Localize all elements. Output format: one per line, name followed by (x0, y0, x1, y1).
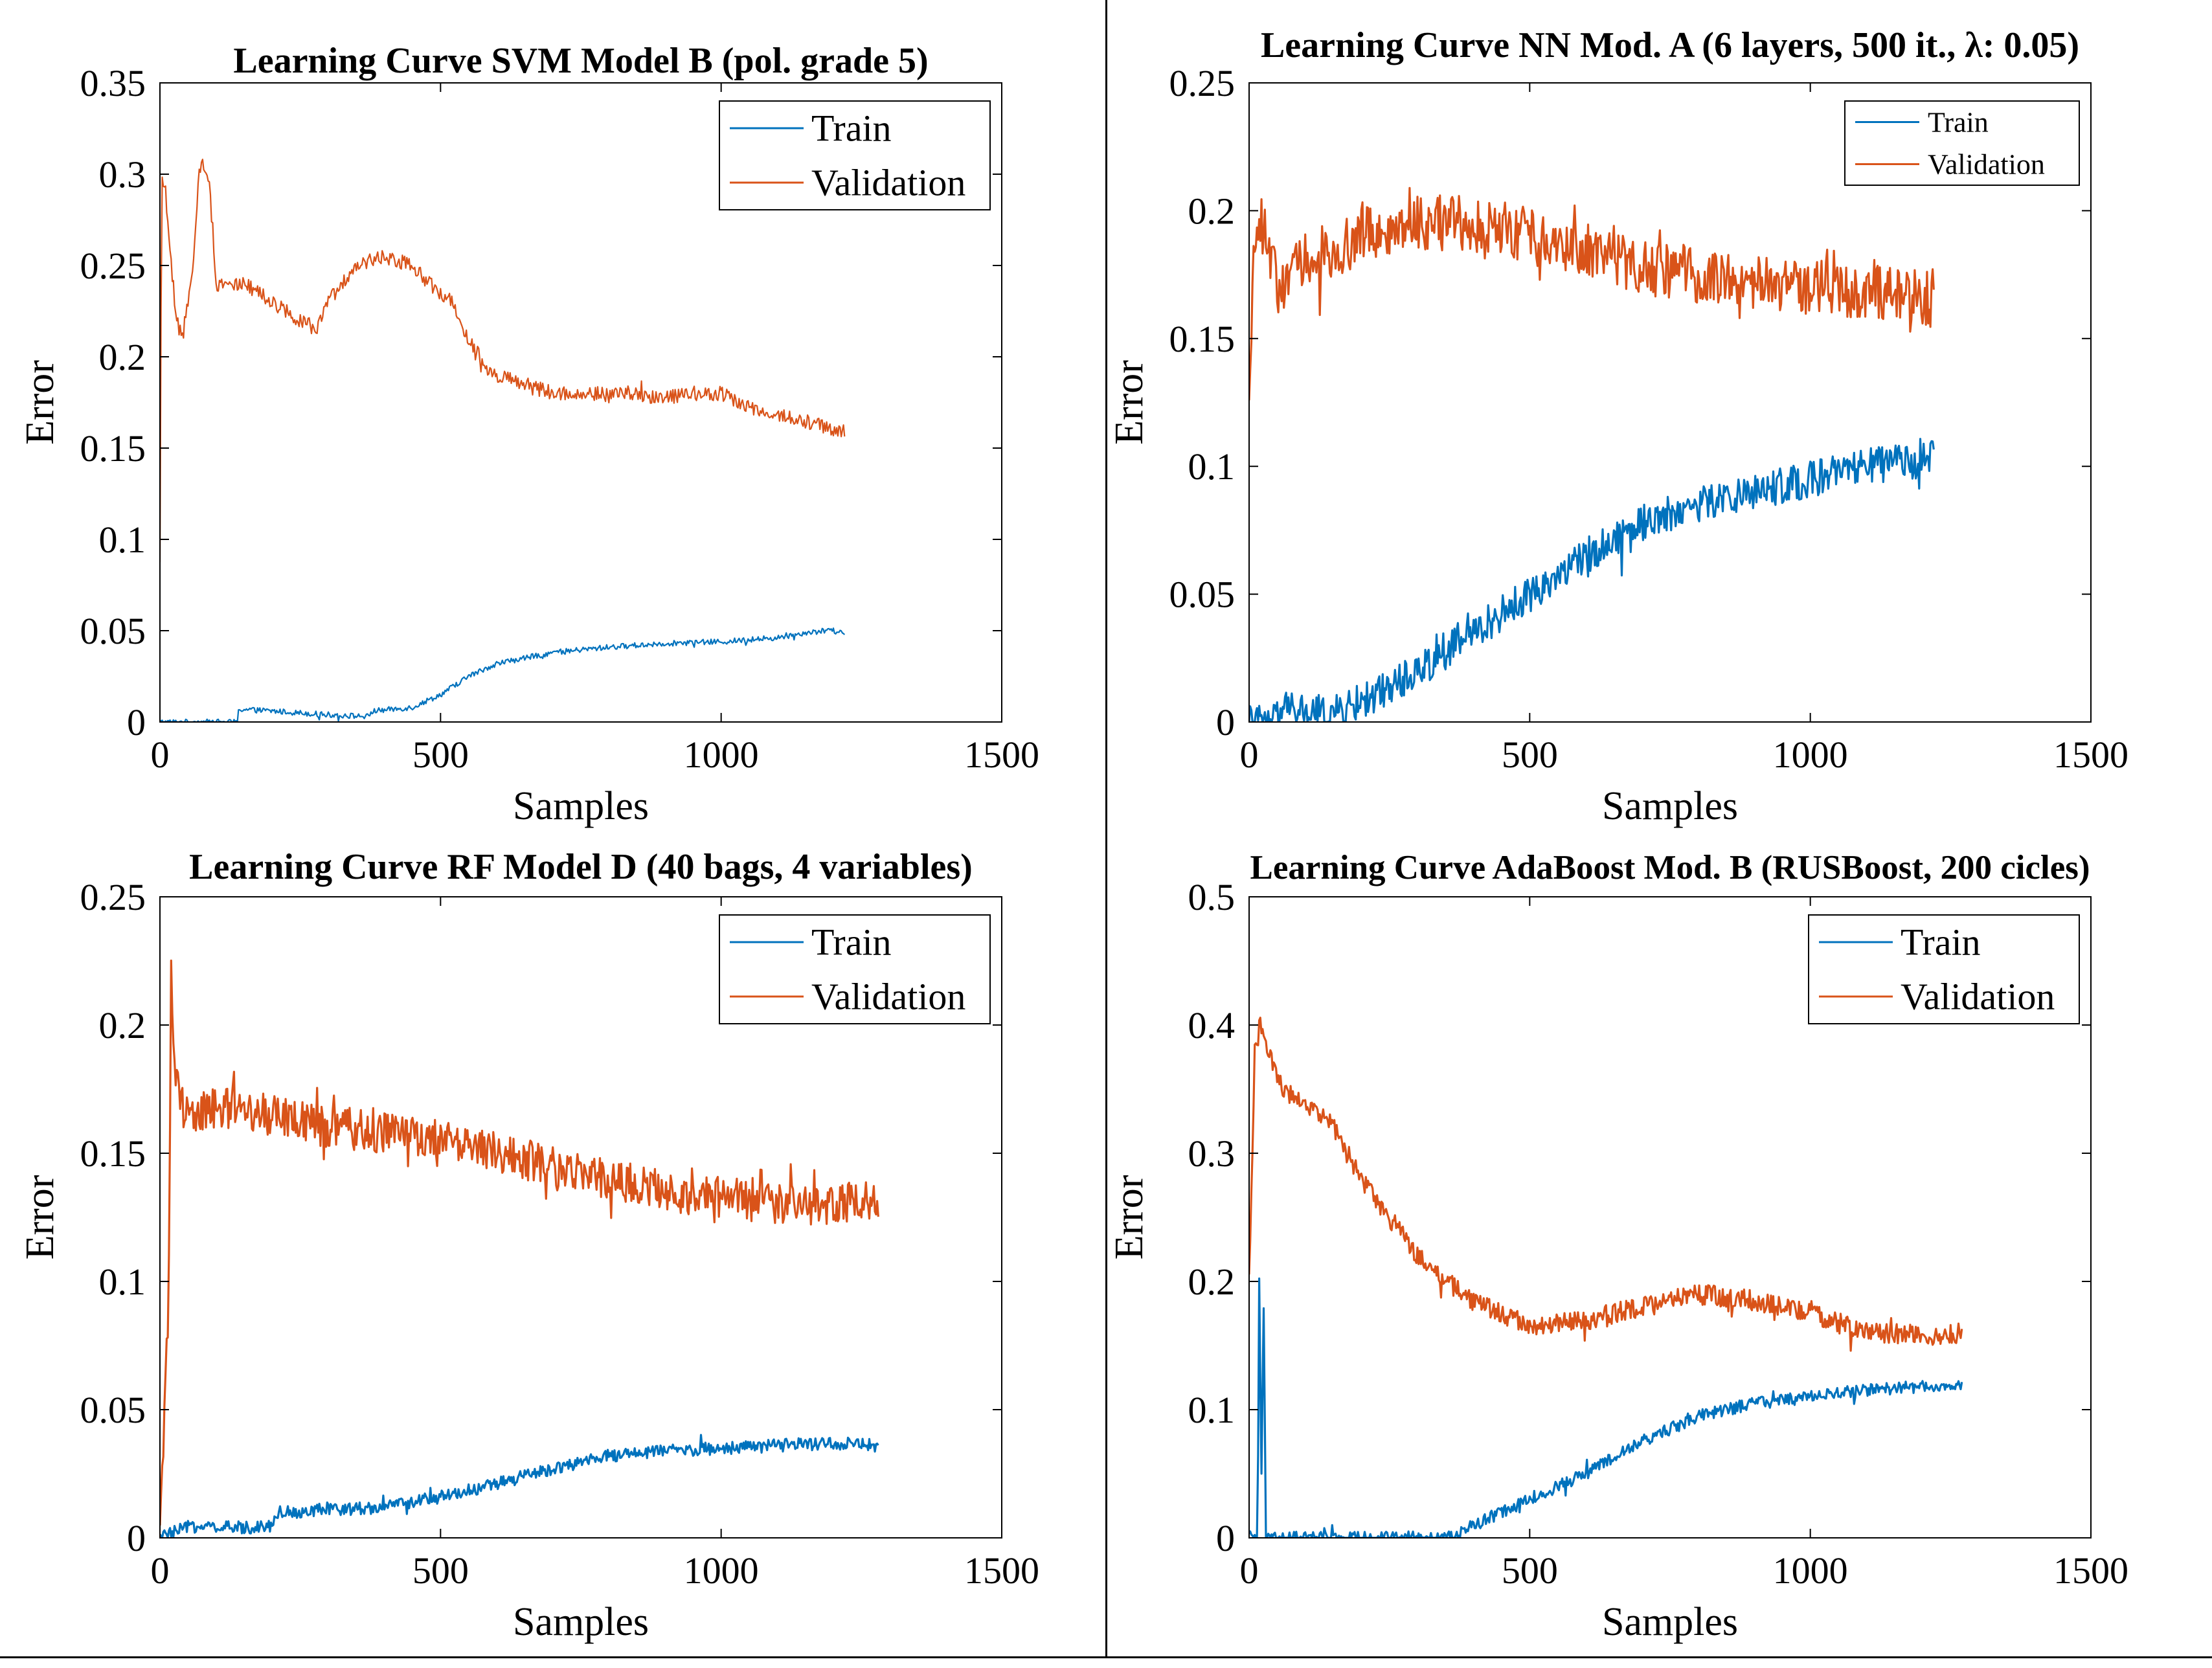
chart-panel-3: 0 500 1000 1500 0 0.05 0.1 0.15 0.2 0.25 Samples Er… (18, 847, 1039, 1644)
y-tick-label: 0.3 (1188, 1133, 1236, 1175)
x-tick-label: 1500 (2053, 1550, 2128, 1592)
y-tick-label: 0.1 (99, 1261, 146, 1303)
y-tick-label: 0.1 (1188, 1389, 1236, 1431)
series-line-train (1249, 1277, 1963, 1538)
x-axis-label: Samples (513, 1600, 649, 1644)
legend: Train Validation (719, 914, 991, 1024)
series-line-validation (160, 959, 879, 1526)
axes-box (1248, 896, 2092, 1538)
chart-title: Learning Curve SVM Model B (pol. grade 5… (233, 41, 928, 81)
series-line-validation (1249, 186, 1935, 401)
y-tick-label: 0.15 (80, 1133, 146, 1175)
legend-label-train: Train (1928, 106, 1989, 138)
x-axis-label: Samples (513, 784, 649, 828)
y-axis-label: Error (18, 1175, 62, 1259)
legend-label-validation: Validation (811, 976, 965, 1018)
bottom-divider (0, 1656, 2212, 1658)
y-tick-label: 0.15 (80, 427, 146, 469)
y-tick-label: 0.5 (1188, 876, 1236, 918)
y-tick-label: 0.3 (99, 153, 146, 196)
series-line-validation (160, 159, 846, 563)
legend-label-validation: Validation (1928, 148, 2045, 180)
y-axis-label: Error (18, 360, 62, 445)
x-tick-label: 1000 (684, 734, 759, 776)
chart-title: Learning Curve NN Mod. A (6 layers, 500 … (1261, 25, 2079, 65)
x-tick-label: 1500 (964, 1550, 1039, 1592)
x-tick-label: 0 (1240, 1550, 1259, 1592)
y-tick-label: 0 (1216, 1517, 1235, 1559)
y-tick-label: 0.1 (1188, 445, 1236, 488)
legend-box (1844, 100, 2080, 186)
x-tick-label: 1000 (1773, 734, 1848, 776)
y-tick-label: 0 (127, 701, 146, 743)
y-tick-label: 0.2 (99, 336, 146, 378)
x-tick-label: 0 (151, 1550, 170, 1592)
y-axis-label: Error (1107, 360, 1151, 445)
chart-panel-1: 0 500 1000 1500 0 0.05 0.1 0.15 0.2 0.25 0.3 0.35 Sa… (18, 41, 1039, 828)
y-tick-label: 0.25 (80, 876, 146, 918)
y-tick-label: 0 (1216, 701, 1235, 743)
chart-title: Learning Curve AdaBoost Mod. B (RUSBoost… (1250, 849, 2090, 886)
series-line-train (160, 1434, 879, 1538)
legend-label-validation: Validation (811, 162, 965, 204)
legend: Train Validation (719, 100, 991, 210)
x-tick-label: 1000 (1773, 1550, 1848, 1592)
chart-panel-2: 0 500 1000 1500 0 0.05 0.1 0.15 0.2 0.25 Samples Er… (1107, 25, 2128, 828)
x-tick-label: 500 (1502, 734, 1558, 776)
axes-box (159, 896, 1002, 1538)
y-tick-label: 0.2 (1188, 190, 1236, 232)
vertical-divider (1105, 0, 1107, 1658)
y-tick-label: 0.4 (1188, 1004, 1236, 1046)
y-tick-label: 0.2 (99, 1004, 146, 1046)
axes-box (159, 82, 1002, 723)
axes-box (1248, 82, 2092, 723)
legend: Train Validation (1808, 914, 2080, 1024)
y-tick-label: 0.05 (80, 610, 146, 652)
chart-panel-4: 0 500 1000 1500 0 0.1 0.2 0.3 0.4 0.5 Samples Error… (1107, 849, 2128, 1644)
x-tick-label: 0 (151, 734, 170, 776)
y-tick-label: 0.1 (99, 519, 146, 561)
legend-label-train: Train (1901, 921, 1981, 964)
legend-label-train: Train (811, 921, 892, 964)
series-line-train (1249, 438, 1935, 722)
x-tick-label: 500 (412, 734, 469, 776)
x-tick-label: 0 (1240, 734, 1259, 776)
legend-label-validation: Validation (1901, 976, 2055, 1018)
x-tick-label: 1500 (964, 734, 1039, 776)
x-tick-label: 500 (412, 1550, 469, 1592)
chart-title: Learning Curve RF Model D (40 bags, 4 va… (189, 847, 973, 887)
legend-box (1808, 914, 2080, 1024)
x-axis-label: Samples (1602, 1600, 1738, 1644)
legend-label-train: Train (811, 107, 892, 150)
y-tick-label: 0.35 (80, 62, 146, 104)
x-tick-label: 500 (1502, 1550, 1558, 1592)
x-tick-label: 1500 (2053, 734, 2128, 776)
y-tick-label: 0.05 (80, 1389, 146, 1431)
legend-box (719, 100, 991, 210)
y-tick-label: 0.25 (80, 245, 146, 287)
y-tick-label: 0.2 (1188, 1261, 1236, 1303)
series-line-validation (1249, 1017, 1963, 1352)
y-axis-label: Error (1107, 1175, 1151, 1259)
y-tick-label: 0.25 (1169, 62, 1236, 104)
x-axis-label: Samples (1602, 784, 1738, 828)
y-tick-label: 0.05 (1169, 574, 1236, 616)
series-line-train (160, 627, 846, 722)
legend-box (719, 914, 991, 1024)
x-tick-label: 1000 (684, 1550, 759, 1592)
y-tick-label: 0 (127, 1517, 146, 1559)
y-tick-label: 0.15 (1169, 318, 1236, 360)
legend: Train Validation (1844, 100, 2080, 186)
